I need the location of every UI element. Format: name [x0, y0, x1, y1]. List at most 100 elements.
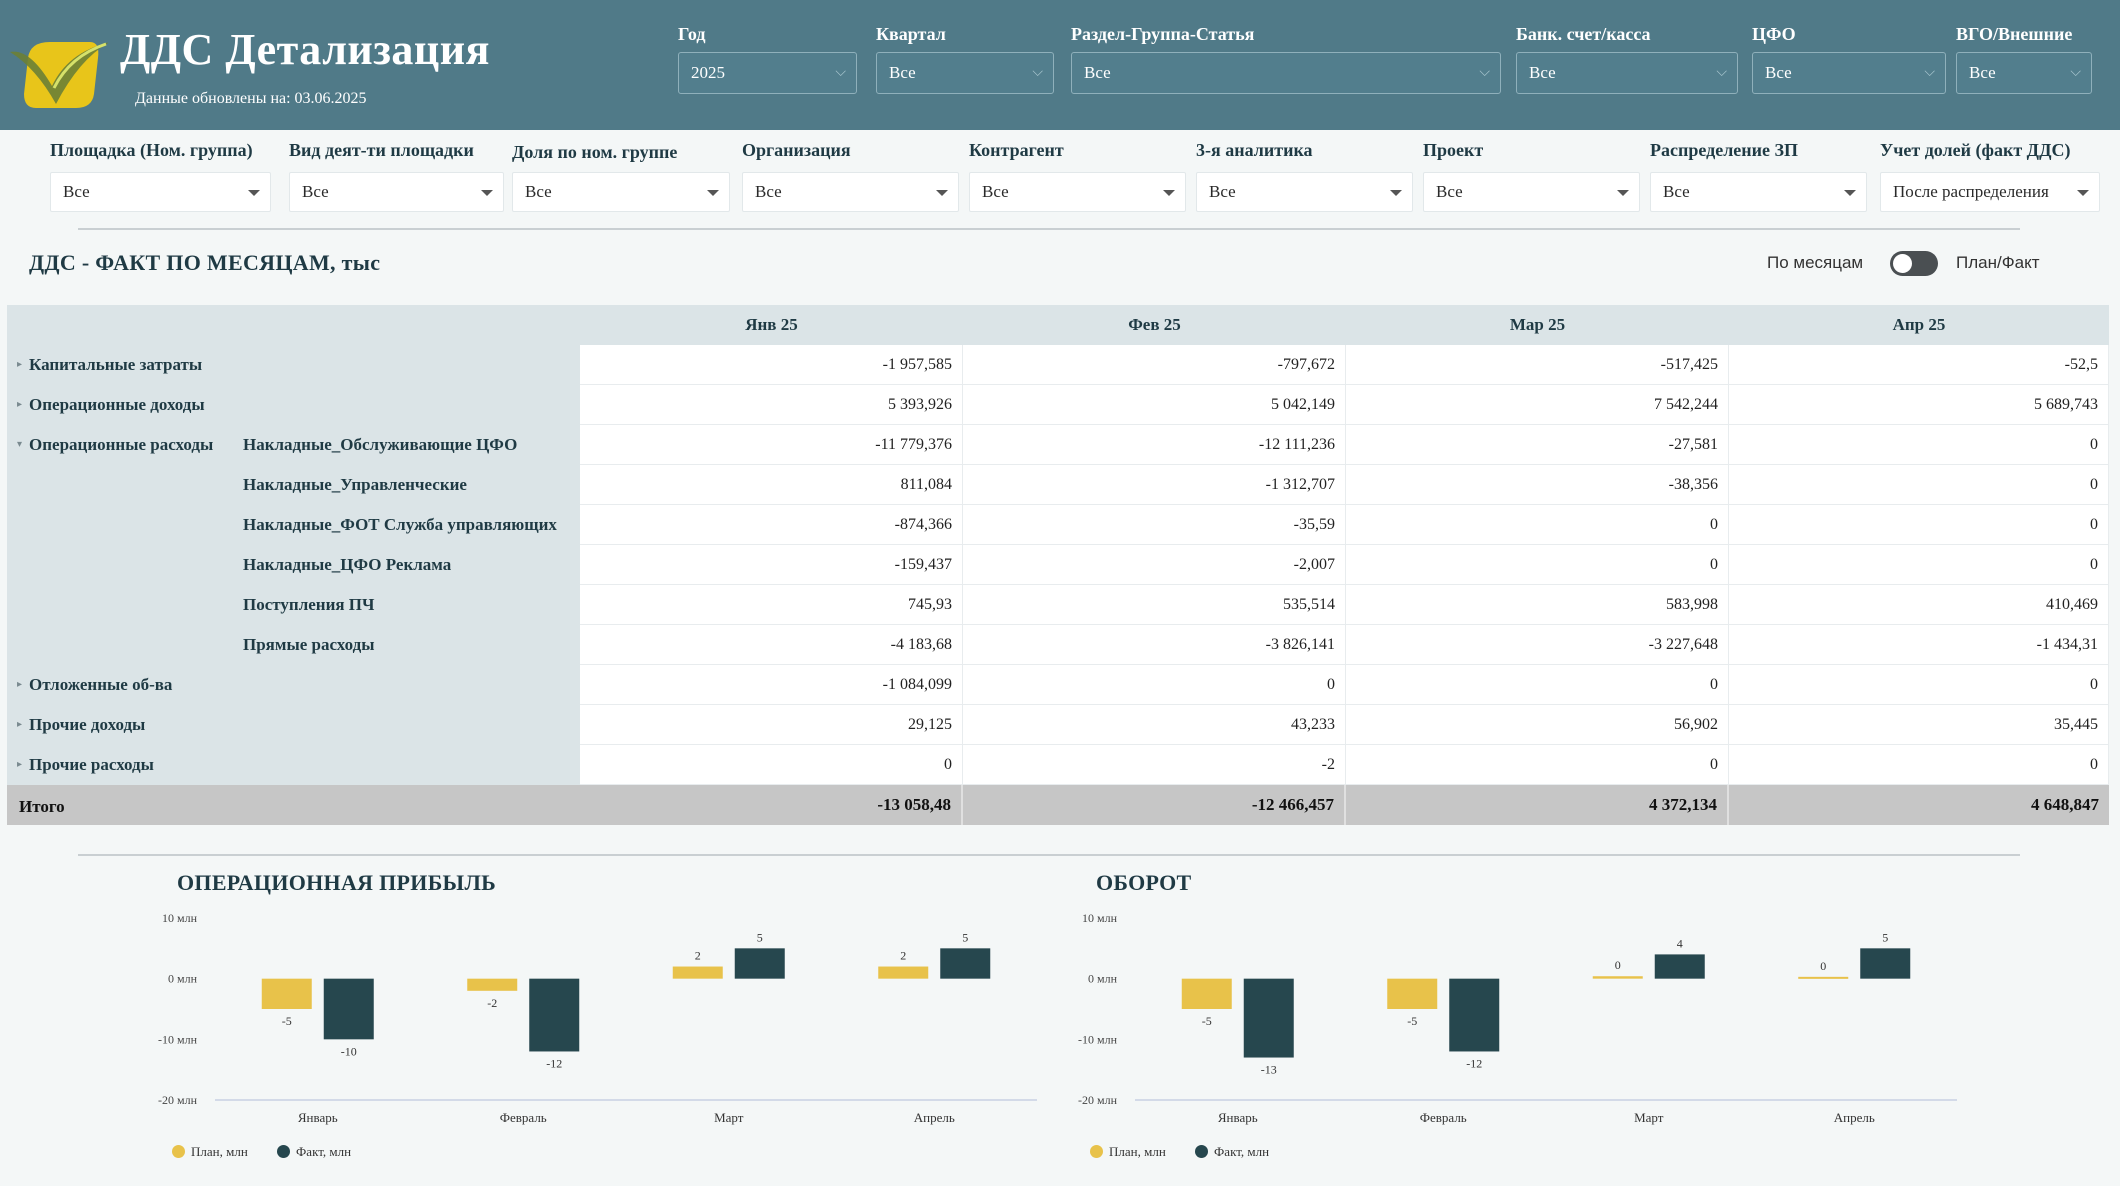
filter-activity-select[interactable]: Все — [289, 172, 504, 212]
legend-item-plan[interactable]: План, млн — [1090, 1144, 1166, 1160]
data-label: 5 — [757, 930, 763, 944]
row-group-label[interactable]: Прочие доходы — [29, 715, 146, 734]
column-header[interactable]: Янв 25 — [745, 315, 798, 334]
table-cell: -1 434,31 — [1729, 625, 2109, 665]
expand-icon[interactable]: ▸ — [17, 759, 23, 770]
expand-icon[interactable]: ▸ — [17, 359, 23, 370]
table-cell: -38,356 — [1346, 465, 1729, 505]
table-cell: 0 — [1346, 745, 1729, 785]
legend-item-plan[interactable]: План, млн — [172, 1144, 248, 1160]
bar-plan — [467, 978, 518, 991]
chart-title-profit: ОПЕРАЦИОННАЯ ПРИБЫЛЬ — [177, 870, 496, 895]
table-row: ▸ Капитальные затраты -1 957,585 -797,672 -5… — [7, 345, 2109, 385]
filter-quarter-select[interactable]: Все ⌵ — [876, 52, 1054, 94]
data-label: -5 — [1202, 1014, 1212, 1028]
header-bar: ДДС Детализация Данные обновлены на: 03.… — [0, 0, 2120, 130]
filter-org-select[interactable]: Все — [742, 172, 959, 212]
table-cell: -159,437 — [580, 545, 963, 585]
table-cell: 5 689,743 — [1729, 385, 2109, 425]
data-label: -10 — [341, 1044, 357, 1058]
chevron-down-icon: ⌵ — [1924, 65, 1935, 80]
column-header[interactable]: Апр 25 — [1892, 315, 1946, 334]
filter-vgo-value: Все — [1969, 63, 1996, 82]
chevron-down-icon: ⌵ — [835, 65, 846, 80]
filter-org-label: Организация — [742, 140, 851, 160]
table-cell: -27,581 — [1346, 425, 1729, 465]
plan-fact-toggle[interactable] — [1890, 251, 1938, 276]
filter-share-accounting: Учет долей (факт ДДС) После распределени… — [1880, 138, 2100, 212]
collapse-icon[interactable]: ▾ — [17, 439, 23, 450]
page-title: ДДС Детализация — [120, 25, 490, 74]
table-cell: 5 042,149 — [963, 385, 1346, 425]
divider — [78, 228, 2020, 230]
total-row: Итого -13 058,48 -12 466,457 4 372,134 4… — [7, 785, 2109, 825]
expand-icon[interactable]: ▸ — [17, 679, 23, 690]
row-group-label[interactable]: Отложенные об-ва — [29, 675, 173, 694]
filter-contractor: Контрагент Все — [969, 138, 1186, 212]
row-header-pane — [7, 305, 580, 825]
data-label: 0 — [1820, 959, 1826, 973]
filter-section-select[interactable]: Все ⌵ — [1071, 52, 1501, 94]
caret-down-icon — [1617, 190, 1629, 196]
row-sub-label: Накладные_Обслуживающие ЦФО — [243, 435, 518, 454]
expand-icon[interactable]: ▸ — [17, 399, 23, 410]
row-sub-label: Накладные_ЦФО Реклама — [243, 555, 452, 574]
table-cell: 0 — [1346, 665, 1729, 705]
data-label: -13 — [1261, 1063, 1277, 1077]
table-cell: -4 183,68 — [580, 625, 963, 665]
filter-cfo-select[interactable]: Все ⌵ — [1752, 52, 1946, 94]
filter-salary-select[interactable]: Все — [1650, 172, 1867, 212]
filter-salary: Распределение ЗП Все — [1650, 138, 1867, 212]
table-row: ▾ Операционные расходы Накладные_Обслужива… — [7, 425, 2109, 465]
filter-year-select[interactable]: 2025 ⌵ — [678, 52, 857, 94]
row-group-label[interactable]: Операционные расходы — [29, 435, 214, 454]
column-header[interactable]: Мар 25 — [1509, 315, 1566, 334]
y-tick-label: -10 млн — [158, 1032, 198, 1046]
filter-bank-value: Все — [1529, 63, 1556, 82]
caret-down-icon — [481, 190, 493, 196]
filter-activity: Вид деят-ти площадки Все — [289, 138, 504, 212]
filter-project-select[interactable]: Все — [1423, 172, 1640, 212]
legend-item-fact[interactable]: Факт, млн — [277, 1144, 351, 1160]
filter-bank-select[interactable]: Все ⌵ — [1516, 52, 1738, 94]
bar-plan — [1592, 976, 1643, 979]
bar-fact — [529, 978, 580, 1052]
toggle-knob — [1893, 254, 1912, 273]
legend-item-fact[interactable]: Факт, млн — [1195, 1144, 1269, 1160]
filter-share-select[interactable]: Все — [512, 172, 730, 212]
filter-site-select[interactable]: Все — [50, 172, 271, 212]
chart-turnover-svg: 10 млн 0 млн -10 млн -20 млн Январь -5 -13 Февр… — [1078, 911, 1957, 1125]
filter-contractor-select[interactable]: Все — [969, 172, 1186, 212]
legend-label-plan: План, млн — [1109, 1144, 1166, 1159]
legend-dot-fact — [1195, 1145, 1209, 1158]
row-group-label[interactable]: Операционные доходы — [29, 395, 205, 414]
y-tick-label: -20 млн — [1078, 1093, 1118, 1107]
filter-section: Раздел-Группа-Статья Все ⌵ — [1071, 22, 1501, 94]
column-header[interactable]: Фев 25 — [1128, 315, 1181, 334]
chevron-down-icon: ⌵ — [1032, 65, 1043, 80]
table-cell: -517,425 — [1346, 345, 1729, 385]
bar-fact — [1654, 954, 1705, 979]
filter-share-accounting-select[interactable]: После распределения — [1880, 172, 2100, 212]
filter-analytics3-select[interactable]: Все — [1196, 172, 1413, 212]
chart-profit: 10 млн 0 млн -10 млн -20 млн Январь -5 -10 Февр… — [155, 900, 1055, 1140]
data-label: 5 — [1882, 930, 1888, 944]
data-label: -12 — [546, 1056, 562, 1070]
chart-title-turnover: ОБОРОТ — [1096, 870, 1192, 895]
chart-profit-legend: План, млн Факт, млн — [172, 1144, 377, 1160]
filter-vgo-select[interactable]: Все ⌵ — [1956, 52, 2092, 94]
table-cell: -797,672 — [963, 345, 1346, 385]
filter-site-value: Все — [63, 182, 90, 201]
bar-fact — [323, 978, 374, 1040]
x-tick-label: Апрель — [914, 1110, 955, 1125]
filter-year-label: Год — [678, 24, 706, 44]
row-group-label[interactable]: Прочие расходы — [29, 755, 154, 774]
table-cell: -35,59 — [963, 505, 1346, 545]
filter-salary-label: Распределение ЗП — [1650, 140, 1799, 160]
row-group-label[interactable]: Капитальные затраты — [29, 355, 203, 374]
filter-quarter-value: Все — [889, 63, 916, 82]
table-cell: -1 957,585 — [580, 345, 963, 385]
table-cell: 29,125 — [580, 705, 963, 745]
x-tick-label: Февраль — [500, 1110, 547, 1125]
expand-icon[interactable]: ▸ — [17, 719, 23, 730]
